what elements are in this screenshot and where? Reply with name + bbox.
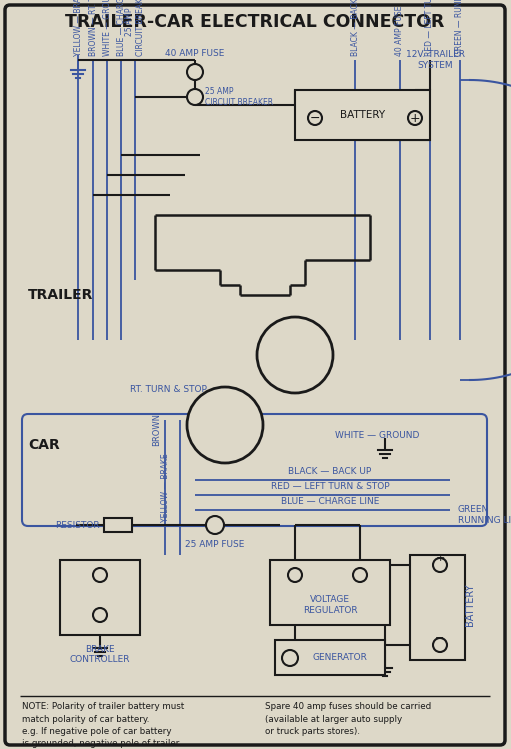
Circle shape: [187, 64, 203, 80]
Bar: [60, 560, 140, 635]
Text: GREEN
RUNNING LIGHT: GREEN RUNNING LIGHT: [458, 506, 511, 525]
Text: BLUE — CHARGE LINE: BLUE — CHARGE LINE: [117, 0, 126, 56]
Circle shape: [433, 638, 447, 652]
Bar: [275, 640, 385, 675]
Text: 25 AMP
CIRCUIT BREAKER: 25 AMP CIRCUIT BREAKER: [205, 88, 273, 106]
Text: WHITE — GROUND: WHITE — GROUND: [335, 431, 420, 440]
Circle shape: [282, 650, 298, 666]
Text: BLACK — BACK UP: BLACK — BACK UP: [288, 467, 371, 476]
Text: YELLOW — BRAKE: YELLOW — BRAKE: [160, 454, 170, 522]
Text: Spare 40 amp fuses should be carried
(available at larger auto supply
or truck p: Spare 40 amp fuses should be carried (av…: [265, 702, 431, 736]
Text: 40 AMP FUSE: 40 AMP FUSE: [396, 6, 405, 56]
Bar: [295, 90, 430, 140]
Text: WHT: WHT: [227, 437, 247, 446]
Text: GREEN — RUNNING LIGHT: GREEN — RUNNING LIGHT: [455, 0, 464, 56]
FancyBboxPatch shape: [5, 5, 505, 745]
Text: +: +: [435, 553, 445, 563]
Text: WHT: WHT: [297, 342, 317, 351]
Bar: [410, 555, 465, 660]
Text: +: +: [410, 112, 421, 124]
Text: −: −: [435, 633, 445, 643]
Text: BATTERY: BATTERY: [340, 110, 386, 120]
Text: GENERATOR: GENERATOR: [313, 653, 367, 663]
Text: RED: RED: [276, 366, 294, 375]
Circle shape: [93, 568, 107, 582]
Circle shape: [93, 608, 107, 622]
Text: RED: RED: [204, 413, 222, 422]
Circle shape: [257, 317, 333, 393]
Text: BROWN — RT. TURN & STOP: BROWN — RT. TURN & STOP: [88, 0, 98, 56]
Text: RT. TURN & STOP: RT. TURN & STOP: [130, 386, 207, 395]
Text: RED — LEFT TURN & STOP: RED — LEFT TURN & STOP: [426, 0, 434, 56]
Circle shape: [206, 516, 224, 534]
Text: BLACK — BACK UP: BLACK — BACK UP: [351, 0, 360, 56]
Text: GRN: GRN: [296, 366, 314, 375]
Text: GRN: GRN: [228, 413, 246, 422]
Text: BRN: BRN: [236, 425, 254, 434]
Text: RESISTOR: RESISTOR: [55, 521, 100, 530]
Text: BED: BED: [286, 354, 304, 363]
Text: YEL: YEL: [197, 425, 213, 434]
Circle shape: [187, 89, 203, 105]
Text: BLK: BLK: [205, 437, 221, 446]
Text: WHITE — GROUND: WHITE — GROUND: [103, 0, 111, 56]
Text: TRAILER: TRAILER: [28, 288, 94, 302]
Circle shape: [308, 111, 322, 125]
Text: CAR: CAR: [28, 438, 60, 452]
Text: YELLOW — BRAKE: YELLOW — BRAKE: [74, 0, 82, 56]
Circle shape: [288, 568, 302, 582]
Text: BLUE — CHARGE LINE: BLUE — CHARGE LINE: [281, 497, 379, 506]
Bar: [270, 560, 390, 625]
Circle shape: [433, 558, 447, 572]
Text: VOLTAGE
REGULATOR: VOLTAGE REGULATOR: [303, 595, 357, 615]
Circle shape: [408, 111, 422, 125]
Text: BRAKE
CONTROLLER: BRAKE CONTROLLER: [69, 645, 130, 664]
Text: BLU: BLU: [217, 425, 234, 434]
Text: BROWN: BROWN: [152, 413, 161, 446]
Text: 25 AMP
CIRCUIT BREAKER: 25 AMP CIRCUIT BREAKER: [125, 0, 145, 56]
Text: 25 AMP FUSE: 25 AMP FUSE: [185, 540, 245, 549]
Bar: [104, 518, 132, 532]
Text: BLK: BLK: [275, 342, 291, 351]
Circle shape: [187, 387, 263, 463]
Text: 40 AMP FUSE: 40 AMP FUSE: [166, 49, 225, 58]
Text: TRAILER-CAR ELECTRICAL CONNECTOR: TRAILER-CAR ELECTRICAL CONNECTOR: [65, 13, 445, 31]
Text: BRN: BRN: [306, 354, 324, 363]
Circle shape: [353, 568, 367, 582]
Text: NOTE: Polarity of trailer battery must
match polarity of car battery.
e.g. If ne: NOTE: Polarity of trailer battery must m…: [22, 702, 184, 749]
Text: −: −: [310, 112, 320, 124]
Text: YEL: YEL: [267, 354, 283, 363]
Text: 12V. TRAILER
SYSTEM: 12V. TRAILER SYSTEM: [406, 50, 464, 70]
Text: RED — LEFT TURN & STOP: RED — LEFT TURN & STOP: [271, 482, 389, 491]
Text: BATTERY: BATTERY: [465, 583, 475, 626]
